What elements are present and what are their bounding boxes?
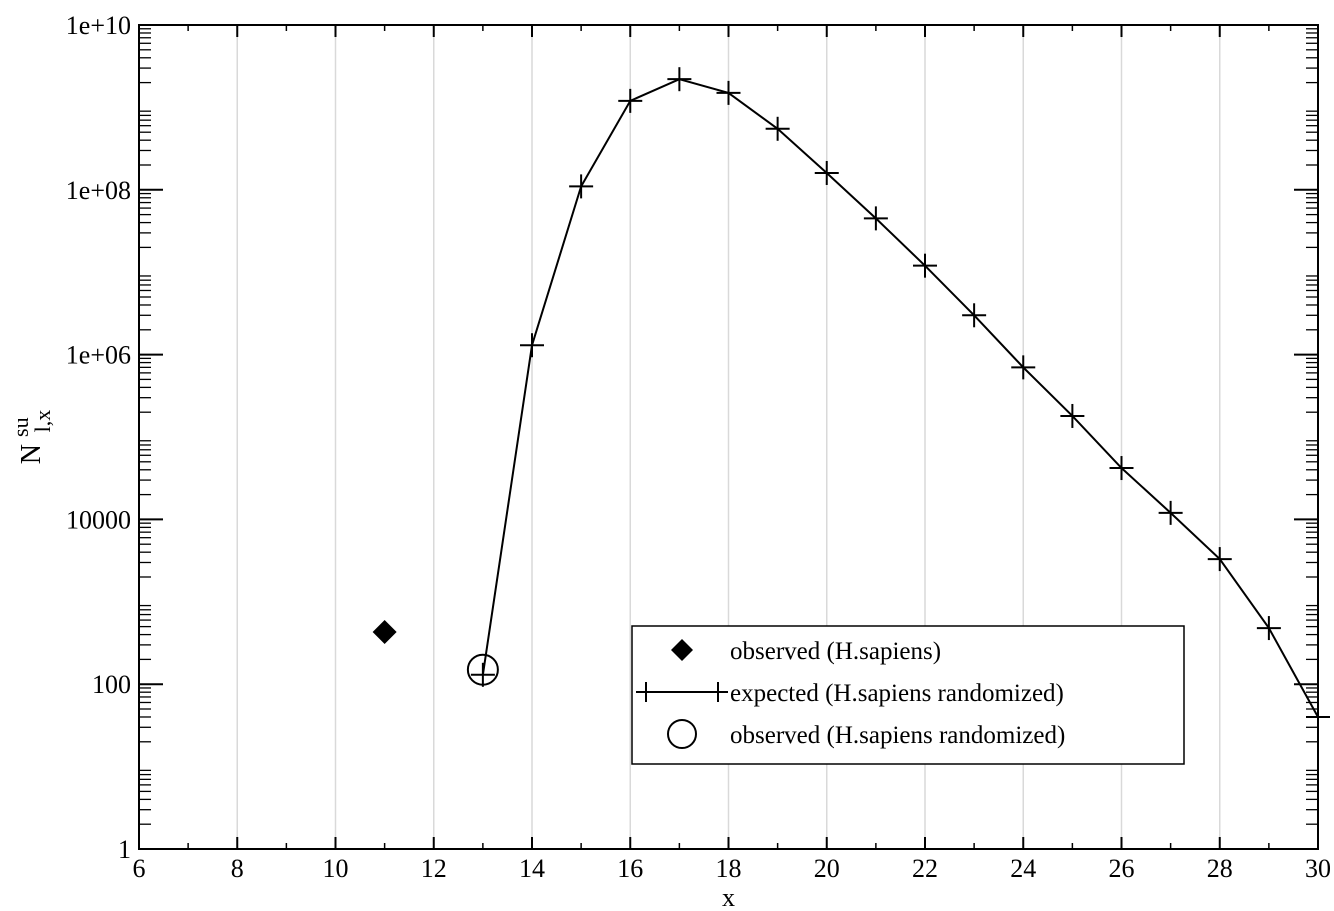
y-tick-label: 1e+10 [66, 11, 131, 40]
x-tick-label: 20 [814, 854, 840, 883]
series [466, 653, 499, 686]
data-point-plus [765, 116, 790, 141]
data-point-plus [1109, 456, 1134, 481]
data-point-circle [466, 653, 499, 686]
legend-entry: observed (H.sapiens) [671, 638, 941, 665]
legend-symbol-plus [636, 682, 656, 702]
data-point-plus [1011, 355, 1036, 380]
legend-entry: observed (H.sapiens randomized) [667, 719, 1065, 749]
x-axis-tick-labels: 6 8 10 12 14 16 18 20 22 24 26 28 30 [133, 854, 1332, 883]
data-point-plus [913, 253, 937, 278]
legend-symbol-diamond [671, 639, 693, 661]
y-axis-title-base: N [16, 444, 47, 464]
data-point-plus [1256, 616, 1281, 641]
y-tick-label: 1 [118, 835, 131, 864]
legend-label: observed (H.sapiens randomized) [730, 722, 1065, 749]
data-point-plus [814, 160, 839, 185]
x-axis-title: x [722, 883, 735, 911]
x-tick-label: 14 [519, 854, 545, 883]
x-tick-label: 22 [912, 854, 938, 883]
legend: observed (H.sapiens) expected (H.sapiens … [631, 625, 1185, 765]
y-tick-label: 100 [92, 670, 131, 699]
x-tick-label: 16 [617, 854, 643, 883]
x-tick-label: 28 [1207, 854, 1233, 883]
data-point-plus [863, 206, 888, 231]
major-ticks [138, 24, 1319, 850]
data-point-plus [569, 174, 594, 199]
data-point-plus [520, 333, 544, 358]
data-point-plus [1207, 547, 1232, 572]
y-axis-title-superscript: su [8, 417, 33, 437]
legend-symbol-circle [667, 719, 697, 749]
minor-ticks [139, 25, 1318, 849]
legend-box [631, 625, 1185, 765]
series-line [481, 78, 1319, 718]
data-point-plus [470, 662, 495, 687]
x-tick-label: 8 [231, 854, 244, 883]
legend-label: observed (H.sapiens) [730, 638, 941, 665]
x-tick-label: 12 [421, 854, 447, 883]
data-point-diamond [372, 620, 397, 645]
data-point-plus [962, 303, 987, 328]
x-tick-label: 18 [716, 854, 742, 883]
data-point-plus [716, 80, 741, 105]
series [372, 620, 397, 645]
data-point-plus [1060, 403, 1085, 428]
y-tick-label: 1e+06 [66, 341, 131, 370]
data-point-plus [667, 67, 692, 92]
data-point-plus [1158, 500, 1183, 525]
legend-entry: expected (H.sapiens randomized) [636, 680, 1064, 707]
y-tick-label: 1e+08 [66, 176, 131, 205]
data-point-plus [618, 88, 643, 113]
y-tick-label: 10000 [66, 505, 131, 534]
x-tick-label: 30 [1305, 854, 1331, 883]
x-tick-label: 10 [323, 854, 349, 883]
legend-label: expected (H.sapiens randomized) [730, 680, 1064, 707]
y-axis-title-subscript: l,x [30, 410, 55, 433]
series [470, 67, 1330, 729]
y-axis-tick-labels: 1 100 10000 1e+06 1e+08 1e+10 [66, 11, 131, 864]
x-tick-label: 24 [1010, 854, 1036, 883]
x-tick-label: 6 [133, 854, 146, 883]
x-tick-label: 26 [1109, 854, 1135, 883]
legend-symbol-plus [708, 682, 728, 702]
data-point-plus [1306, 704, 1330, 729]
y-axis-title: N su l,x [4, 410, 55, 464]
series-layer [372, 67, 1330, 729]
